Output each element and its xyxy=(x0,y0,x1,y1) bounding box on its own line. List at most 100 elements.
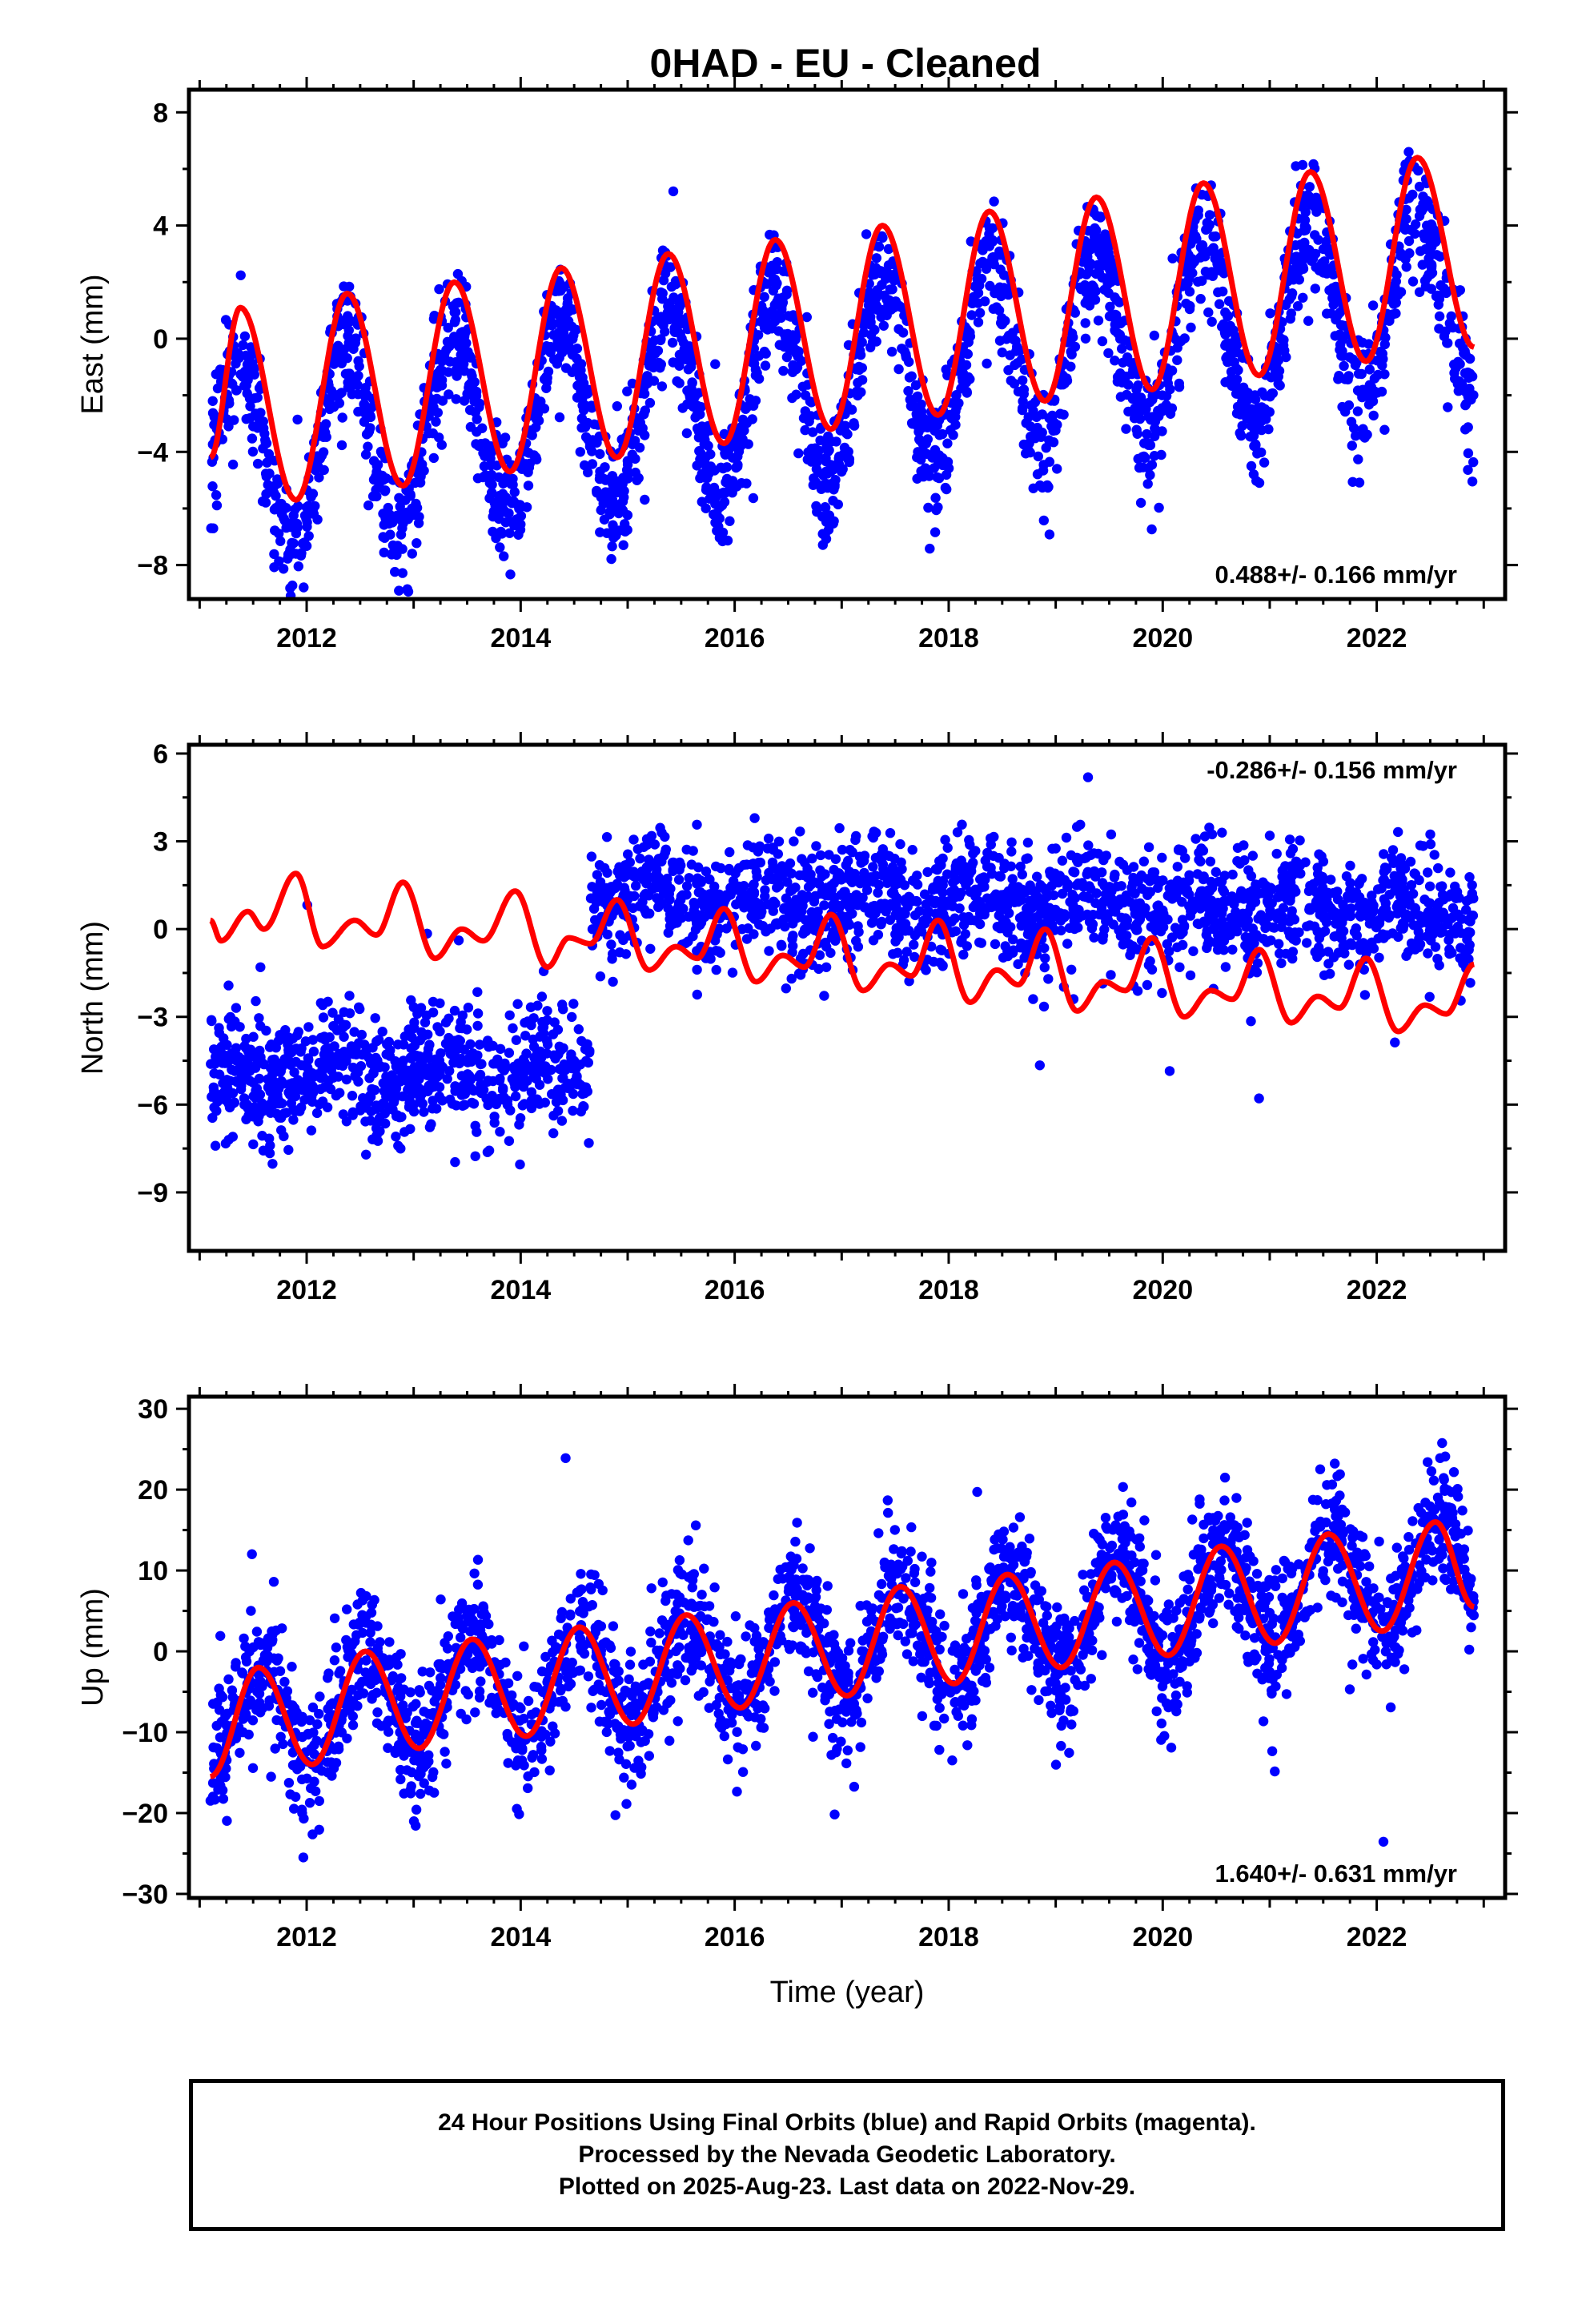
observation-point xyxy=(1368,410,1379,421)
observation-point xyxy=(765,229,775,240)
observation-point xyxy=(1267,922,1279,933)
observation-point xyxy=(379,520,389,530)
rate-label: 0.488+/- 0.166 mm/yr xyxy=(1215,561,1457,589)
observation-point xyxy=(490,501,500,512)
observation-point xyxy=(274,556,284,566)
observation-point xyxy=(293,501,303,512)
observation-point xyxy=(327,1007,338,1018)
observation-point xyxy=(666,281,677,292)
observation-point xyxy=(378,532,388,542)
observation-point xyxy=(1276,333,1287,344)
observation-point xyxy=(917,422,928,432)
observation-point xyxy=(909,939,919,950)
observation-point xyxy=(839,442,850,453)
observation-point xyxy=(1251,879,1261,890)
observation-point xyxy=(1243,865,1254,875)
observation-point xyxy=(1103,348,1114,359)
observation-point xyxy=(764,946,774,956)
observation-point xyxy=(1192,869,1203,879)
observation-point xyxy=(637,897,648,907)
observation-point xyxy=(495,542,505,553)
observation-point xyxy=(658,275,669,286)
observation-point xyxy=(733,446,745,456)
observation-point xyxy=(307,508,318,519)
observation-point xyxy=(628,834,639,845)
observation-point xyxy=(756,316,766,327)
y-axis-label: East (mm) xyxy=(76,274,110,414)
observation-point xyxy=(451,357,461,368)
observation-point xyxy=(1099,239,1110,250)
observation-point xyxy=(567,1011,577,1023)
observation-point xyxy=(734,438,745,448)
observation-point xyxy=(575,447,585,457)
observation-point xyxy=(306,1125,317,1136)
observation-point xyxy=(373,1103,383,1114)
observation-point xyxy=(370,472,381,484)
observation-point xyxy=(511,1035,522,1045)
observation-point xyxy=(1015,861,1026,872)
observation-point xyxy=(1362,429,1372,440)
observation-point xyxy=(1379,849,1389,859)
observation-point xyxy=(689,901,700,911)
observation-point xyxy=(830,935,841,946)
y-tick-label: 8 xyxy=(153,98,168,128)
observation-point xyxy=(1359,990,1371,1000)
observation-point xyxy=(1266,372,1276,383)
observation-point xyxy=(974,937,985,948)
observation-point xyxy=(1039,962,1050,973)
observation-point xyxy=(435,998,445,1009)
observation-point xyxy=(276,498,287,509)
observation-point xyxy=(750,364,761,375)
observation-point xyxy=(922,866,933,878)
observation-point xyxy=(1164,1066,1175,1076)
observation-point xyxy=(1464,954,1474,964)
observation-point xyxy=(504,528,515,538)
observation-point xyxy=(319,1082,330,1092)
observation-point xyxy=(1265,308,1275,319)
observation-point xyxy=(809,473,819,484)
observation-point xyxy=(1017,404,1028,416)
observation-point xyxy=(660,847,671,858)
observation-point xyxy=(1186,322,1196,333)
observation-point xyxy=(523,1016,533,1027)
observation-point xyxy=(735,422,745,432)
observation-point xyxy=(1467,911,1477,921)
observation-point xyxy=(1093,316,1104,326)
observation-point xyxy=(315,451,325,462)
observation-point xyxy=(576,365,586,376)
observation-point xyxy=(306,492,316,502)
observation-point xyxy=(881,310,892,320)
observation-point xyxy=(1008,881,1018,892)
observation-point xyxy=(339,1031,349,1042)
observation-point xyxy=(701,866,712,877)
observation-point xyxy=(210,1059,220,1069)
observation-point xyxy=(1126,368,1138,380)
observation-point xyxy=(211,1105,222,1116)
observation-point xyxy=(1032,469,1043,480)
observation-point xyxy=(484,493,495,504)
observation-point xyxy=(436,1060,447,1071)
observation-point xyxy=(293,561,303,572)
observation-point xyxy=(482,1147,493,1157)
observation-point xyxy=(367,491,379,501)
observation-point xyxy=(1204,210,1215,220)
observation-point xyxy=(837,425,849,436)
observation-point xyxy=(787,337,797,348)
observation-point xyxy=(645,943,656,955)
observation-point xyxy=(994,305,1005,316)
observation-point xyxy=(463,1003,474,1013)
observation-point xyxy=(629,436,640,446)
observation-point xyxy=(863,300,874,311)
observation-point xyxy=(976,873,987,883)
observation-point xyxy=(239,331,251,342)
observation-point xyxy=(718,463,729,474)
observation-point xyxy=(667,337,678,348)
observation-point xyxy=(889,854,900,864)
observation-point xyxy=(339,281,349,292)
observation-point xyxy=(692,819,702,830)
observation-point xyxy=(674,360,685,371)
observation-point xyxy=(886,347,897,357)
observation-point xyxy=(1204,910,1215,921)
observation-point xyxy=(1050,843,1061,854)
observation-point xyxy=(1091,240,1102,251)
